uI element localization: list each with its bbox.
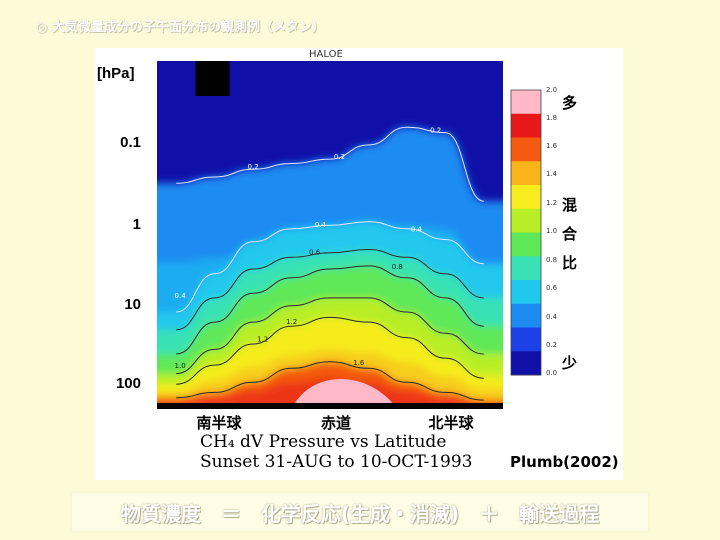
contour-label: 1.0 <box>175 362 186 370</box>
colorbar-swatch <box>511 351 541 376</box>
contour-label: 0.4 <box>175 292 187 300</box>
contour-label: 0.8 <box>392 263 403 271</box>
colorbar-swatch <box>511 303 541 328</box>
colorbar-tick: 1.2 <box>546 199 558 207</box>
colorbar-swatch <box>511 113 541 138</box>
colorbar-mid-label: 比 <box>562 254 578 272</box>
contour-label: 1.2 <box>286 318 297 326</box>
contour-label: 0.2 <box>334 153 345 161</box>
contour-plot: 0.2 0.2 0.2 0.4 0.4 0.4 0.6 0.8 1.2 1.0 1.2 1.6 <box>157 61 542 409</box>
y-tick-label: 10 <box>124 296 141 313</box>
colorbar-tick: 2.0 <box>546 86 558 94</box>
tropopause-mask <box>157 403 503 409</box>
slide-title: ◎ 大気微量成分の子午面分布の観測例（メタン） <box>36 20 325 35</box>
colorbar-swatch <box>511 137 541 162</box>
colorbar-tick: 1.0 <box>546 227 558 235</box>
contour-line-0-6 <box>176 248 484 331</box>
colorbar-tick: 0.4 <box>546 313 558 321</box>
data-gap-mask <box>195 61 230 96</box>
contour-label: 0.2 <box>430 127 441 135</box>
y-axis-unit: [hPa] <box>97 65 135 82</box>
colorbar-swatch <box>511 208 541 233</box>
y-tick-label: 100 <box>115 375 141 392</box>
colorbar-tick: 0.6 <box>546 284 558 292</box>
contour-label: 0.2 <box>248 163 259 171</box>
source-credit: Plumb(2002) <box>510 453 619 471</box>
colorbar-swatch <box>511 280 541 305</box>
chart-title: HALOE <box>309 49 343 60</box>
contour-label: 0.4 <box>315 221 327 229</box>
contour-label: 0.6 <box>309 248 321 256</box>
contour-line-0-4 <box>176 221 484 313</box>
contour-line-1-6 <box>176 361 484 401</box>
y-tick-label: 1 <box>132 216 141 233</box>
colorbar-low-label: 少 <box>562 354 578 372</box>
contour-line-0-2 <box>176 126 484 202</box>
contour-line-0-8 <box>176 265 484 355</box>
contour-label: 1.6 <box>353 359 365 367</box>
colorbar-tick: 1.8 <box>546 114 558 122</box>
colorbar-swatch <box>511 90 541 115</box>
colorbar-tick: 1.6 <box>546 142 558 150</box>
chart-caption-line1: CH₄ dV Pressure vs Latitude <box>200 432 447 452</box>
colorbar-swatch <box>511 232 541 257</box>
colorbar-mid-label: 合 <box>562 225 578 243</box>
chart-caption-line2: Sunset 31-AUG to 10-OCT-1993 <box>200 452 473 472</box>
colorbar-frame <box>510 89 542 376</box>
colorbar-tick: 0.0 <box>546 369 558 377</box>
contour-label: 0.4 <box>411 226 423 234</box>
y-tick-label: 0.1 <box>120 134 141 151</box>
contour-label: 1.2 <box>257 336 268 344</box>
colorbar-swatch <box>511 185 541 210</box>
colorbar-swatch <box>511 161 541 186</box>
figure-panel: 0.2 0.2 0.2 0.4 0.4 0.4 0.6 0.8 1.2 1.0 1.2 1.6 HAL… <box>95 48 623 480</box>
colorbar-tick: 0.2 <box>546 341 558 349</box>
x-category-southern-hemisphere: 南半球 <box>196 414 242 432</box>
transport-equation: 物質濃度 ＝ 化学反応(生成・消滅) ＋ 輸送過程 <box>72 493 648 531</box>
colorbar-tick: 0.8 <box>546 256 558 264</box>
colorbar-mid-label: 混 <box>562 196 578 214</box>
colorbar-swatch <box>511 256 541 281</box>
colorbar-swatch <box>511 327 541 352</box>
colorbar-high-label: 多 <box>562 94 578 112</box>
colorbar-tick: 1.4 <box>546 170 558 178</box>
contour-line-1 <box>176 297 484 375</box>
x-category-equator: 赤道 <box>320 414 352 432</box>
x-category-northern-hemisphere: 北半球 <box>428 414 474 432</box>
high-mixing-core <box>291 379 398 409</box>
contour-line-1-2 <box>176 316 484 385</box>
